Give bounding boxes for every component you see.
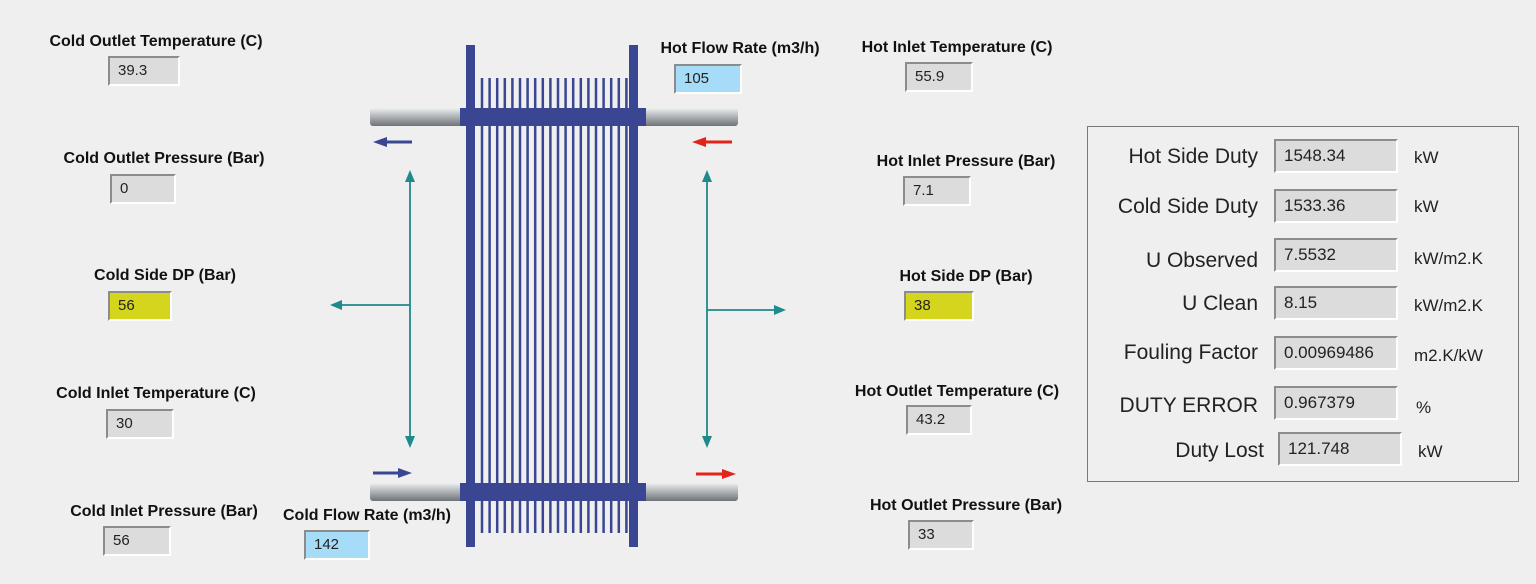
cold-outlet-pipe <box>370 108 466 126</box>
cold-flow-arrows <box>373 137 412 478</box>
cold-inlet-pressure-label: Cold Inlet Pressure (Bar) <box>70 503 258 520</box>
hot-flow-rate-field[interactable]: 105 <box>674 64 742 94</box>
cold-inlet-pressure-field[interactable]: 56 <box>103 526 171 556</box>
cold-outlet-pressure-label: Cold Outlet Pressure (Bar) <box>63 150 265 167</box>
hot-outlet-pipe <box>640 483 738 501</box>
cold-dp-arrows <box>330 170 415 448</box>
cold-flow-rate-label: Cold Flow Rate (m3/h) <box>283 507 451 524</box>
right-frame-post <box>629 45 638 547</box>
fouling-factor-label: Fouling Factor <box>1123 341 1258 364</box>
hot-outlet-pressure-label: Hot Outlet Pressure (Bar) <box>869 497 1063 514</box>
pipes <box>370 108 738 501</box>
cold-flow-rate-field[interactable]: 142 <box>304 530 370 560</box>
exchanger-plates <box>480 78 628 533</box>
cold-inlet-temp-label: Cold Inlet Temperature (C) <box>56 385 256 402</box>
duty-lost-unit: kW <box>1418 442 1443 461</box>
cold-inlet-pipe <box>370 483 466 501</box>
hot-side-dp-label: Hot Side DP (Bar) <box>899 268 1033 285</box>
duty-summary-panel <box>1087 126 1519 482</box>
hot-side-duty-unit: kW <box>1414 148 1439 167</box>
cold-outlet-pressure-field[interactable]: 0 <box>110 174 176 204</box>
hot-outlet-temp-label: Hot Outlet Temperature (C) <box>854 383 1060 400</box>
fouling-factor-field[interactable]: 0.00969486 <box>1274 336 1398 370</box>
cold-side-dp-label: Cold Side DP (Bar) <box>94 267 236 284</box>
cold-side-duty-field[interactable]: 1533.36 <box>1274 189 1398 223</box>
hot-flow-rate-label: Hot Flow Rate (m3/h) <box>660 40 820 57</box>
hot-inlet-arrow-icon <box>692 137 706 147</box>
hot-dp-arrows <box>702 170 786 448</box>
hot-flow-arrows <box>692 137 736 479</box>
hot-inlet-temp-field[interactable]: 55.9 <box>905 62 973 92</box>
u-observed-field[interactable]: 7.5532 <box>1274 238 1398 272</box>
u-observed-label: U Observed <box>1145 249 1258 272</box>
hot-inlet-pressure-label: Hot Inlet Pressure (Bar) <box>876 153 1056 170</box>
hot-outlet-pressure-field[interactable]: 33 <box>908 520 974 550</box>
hot-inlet-pipe <box>640 108 738 126</box>
hot-outlet-temp-field[interactable]: 43.2 <box>906 405 972 435</box>
fouling-factor-unit: m2.K/kW <box>1414 346 1483 365</box>
duty-lost-label: Duty Lost <box>1175 439 1264 462</box>
duty-error-field[interactable]: 0.967379 <box>1274 386 1398 420</box>
cold-inlet-temp-field[interactable]: 30 <box>106 409 174 439</box>
hot-side-duty-label: Hot Side Duty <box>1128 145 1258 168</box>
hot-side-dp-field[interactable]: 38 <box>904 291 974 321</box>
hot-inlet-temp-label: Hot Inlet Temperature (C) <box>861 39 1053 56</box>
hot-outlet-arrow-icon <box>722 469 736 479</box>
duty-lost-field[interactable]: 121.748 <box>1278 432 1402 466</box>
cold-side-duty-label: Cold Side Duty <box>1117 195 1258 218</box>
u-observed-unit: kW/m2.K <box>1414 249 1483 268</box>
cold-side-dp-field[interactable]: 56 <box>108 291 172 321</box>
u-clean-label: U Clean <box>1182 292 1258 315</box>
hot-side-duty-field[interactable]: 1548.34 <box>1274 139 1398 173</box>
cold-outlet-arrow-icon <box>373 137 387 147</box>
duty-error-label: DUTY ERROR <box>1119 394 1258 417</box>
hot-inlet-pressure-field[interactable]: 7.1 <box>903 176 971 206</box>
cold-side-duty-unit: kW <box>1414 197 1439 216</box>
exchanger-frame <box>460 45 646 547</box>
cold-outlet-temp-field[interactable]: 39.3 <box>108 56 180 86</box>
bottom-manifold <box>460 483 646 501</box>
u-clean-field[interactable]: 8.15 <box>1274 286 1398 320</box>
duty-error-unit: % <box>1416 398 1432 417</box>
cold-outlet-temp-label: Cold Outlet Temperature (C) <box>49 33 263 50</box>
cold-inlet-arrow-icon <box>398 468 412 478</box>
u-clean-unit: kW/m2.K <box>1414 296 1483 315</box>
left-frame-post <box>466 45 475 547</box>
top-manifold <box>460 108 646 126</box>
